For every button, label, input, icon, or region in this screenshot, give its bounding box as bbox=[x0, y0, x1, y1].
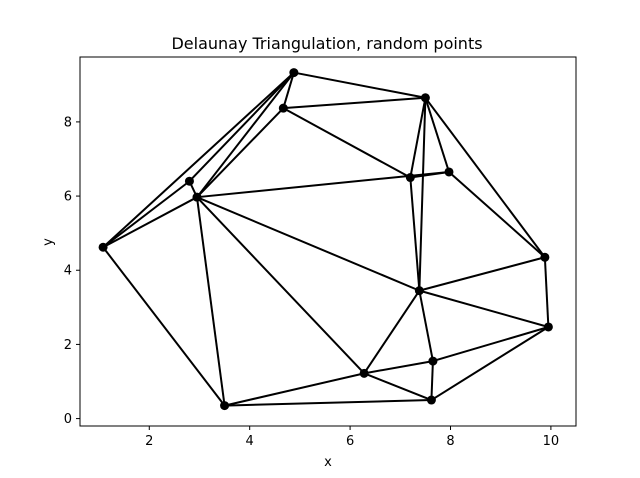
triangulation-edge bbox=[430, 326, 549, 401]
y-tick-label: 6 bbox=[64, 190, 72, 205]
triangulation-edge bbox=[363, 372, 432, 401]
x-tick-label: 2 bbox=[145, 434, 153, 449]
triangulation-edge bbox=[293, 71, 426, 99]
plot-area-frame bbox=[79, 56, 577, 427]
x-axis-label: x bbox=[324, 455, 332, 470]
triangulation-edge bbox=[409, 177, 421, 291]
triangulation-edges bbox=[102, 71, 550, 407]
triangulation-edge bbox=[224, 399, 432, 407]
y-tick-label: 4 bbox=[64, 264, 72, 279]
data-point bbox=[220, 401, 230, 411]
triangulation-edge bbox=[410, 170, 450, 179]
chart-title: Delaunay Triangulation, random points bbox=[171, 34, 482, 53]
triangulation-edge bbox=[543, 257, 550, 328]
data-point bbox=[289, 68, 299, 78]
triangulation-edge bbox=[102, 180, 191, 249]
y-tick-label: 8 bbox=[64, 115, 72, 130]
data-points bbox=[98, 68, 553, 411]
triangulation-edge bbox=[432, 326, 549, 363]
triangulation-edge bbox=[196, 196, 365, 375]
y-tick-label: 0 bbox=[64, 412, 72, 427]
triangulation-edge bbox=[424, 97, 546, 258]
triangulation-edge bbox=[363, 360, 434, 375]
triangulation-edge bbox=[419, 289, 549, 328]
data-point bbox=[543, 322, 553, 332]
triangulation-edge bbox=[102, 246, 226, 407]
triangulation-edge bbox=[188, 71, 295, 182]
triangulation-edge bbox=[224, 372, 365, 407]
data-point bbox=[184, 176, 194, 186]
triangulation-edge bbox=[363, 290, 421, 374]
x-tick-label: 8 bbox=[446, 434, 454, 449]
x-tick-label: 6 bbox=[346, 434, 354, 449]
triangulation-edge bbox=[282, 107, 411, 179]
data-point bbox=[192, 192, 202, 202]
data-point bbox=[278, 103, 288, 113]
data-point bbox=[420, 93, 430, 103]
triangulation-edge bbox=[424, 97, 450, 173]
y-axis-label: y bbox=[41, 238, 56, 246]
data-point bbox=[444, 167, 454, 177]
triangulation-edge bbox=[430, 361, 434, 401]
data-point bbox=[98, 242, 108, 252]
data-point bbox=[426, 395, 436, 405]
y-axis: 0 2 4 6 8 bbox=[64, 115, 80, 427]
triangulation-edge bbox=[448, 171, 546, 259]
x-tick-label: 10 bbox=[543, 434, 560, 449]
triangulation-edge bbox=[419, 256, 546, 292]
x-axis: 2 4 6 8 10 bbox=[145, 426, 559, 449]
data-point bbox=[540, 252, 550, 262]
triangulation-edge bbox=[418, 290, 434, 362]
data-point bbox=[405, 173, 415, 183]
triangulation-edge bbox=[282, 72, 295, 109]
triangulation-edge bbox=[409, 97, 427, 178]
triangulation-edge bbox=[418, 97, 427, 291]
x-tick-label: 4 bbox=[246, 434, 254, 449]
triangulation-edge bbox=[102, 71, 295, 248]
triangulation-edge bbox=[283, 96, 426, 110]
triangulation-edge bbox=[102, 196, 198, 249]
triangulation-edge bbox=[196, 71, 295, 198]
data-point bbox=[359, 368, 369, 378]
triangulation-edge bbox=[196, 107, 285, 198]
y-tick-label: 2 bbox=[64, 338, 72, 353]
data-point bbox=[414, 286, 424, 296]
triangulation-edge bbox=[196, 196, 420, 292]
triangulation-edge bbox=[195, 197, 226, 406]
data-point bbox=[428, 356, 438, 366]
